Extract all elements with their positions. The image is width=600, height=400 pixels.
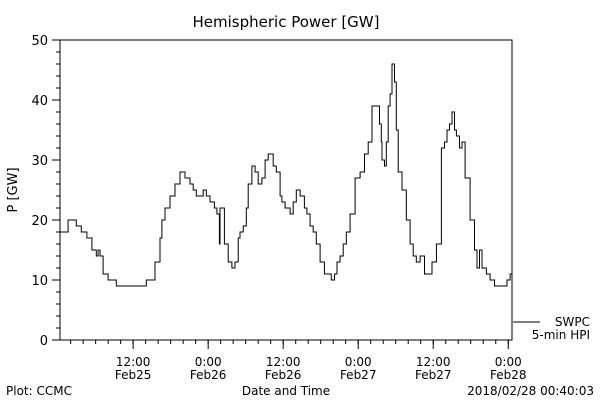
x-tick-label-date: Feb27 — [340, 368, 377, 382]
x-tick-label-date: Feb25 — [115, 368, 152, 382]
x-tick-label-time: 0:00 — [495, 355, 522, 369]
plot-credit: Plot: CCMC — [6, 384, 72, 398]
y-tick-label: 0 — [40, 334, 48, 349]
series-group — [60, 63, 513, 287]
y-axis-label: P [GW] — [6, 167, 21, 212]
y-tick-label: 20 — [31, 214, 48, 229]
plot-frame — [59, 39, 513, 341]
y-tick-label: 10 — [31, 274, 48, 289]
legend-entry-swpc: SWPC — [555, 315, 590, 329]
series-line-hpi — [60, 63, 513, 287]
x-tick-label-date: Feb26 — [190, 368, 227, 382]
chart-title: Hemispheric Power [GW] — [193, 13, 380, 31]
x-axis: 12:00Feb250:00Feb2612:00Feb260:00Feb2712… — [70, 340, 527, 382]
y-tick-label: 50 — [31, 34, 48, 49]
x-axis-label: Date and Time — [242, 384, 330, 398]
legend-entry-hpi: 5-min HPI — [532, 328, 590, 342]
x-tick-label-time: 0:00 — [195, 355, 222, 369]
y-tick-label: 40 — [31, 94, 48, 109]
x-tick-label-time: 12:00 — [266, 355, 301, 369]
x-tick-label-date: Feb26 — [265, 368, 302, 382]
x-tick-label-time: 0:00 — [345, 355, 372, 369]
x-tick-label-time: 12:00 — [416, 355, 451, 369]
x-tick-label-time: 12:00 — [116, 355, 151, 369]
plot-timestamp: 2018/02/28 00:40:03 — [467, 384, 594, 398]
y-tick-label: 30 — [31, 154, 48, 169]
x-tick-label-date: Feb27 — [415, 368, 452, 382]
y-axis: 0 10 20 30 40 50 — [31, 34, 60, 349]
x-tick-label-date: Feb28 — [490, 368, 527, 382]
